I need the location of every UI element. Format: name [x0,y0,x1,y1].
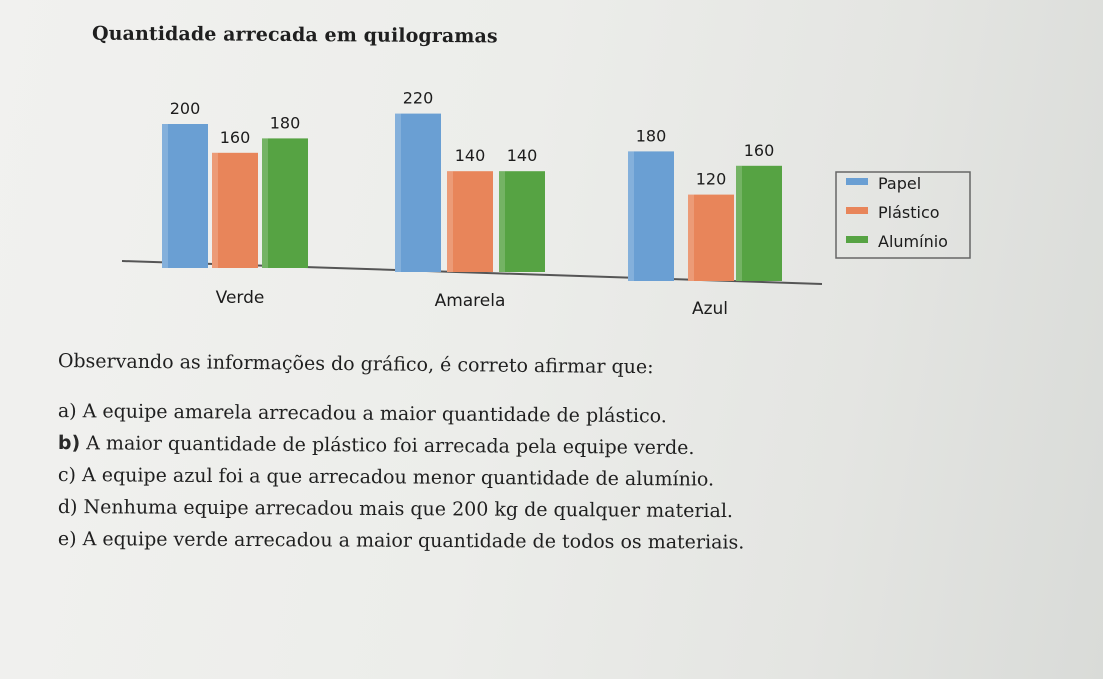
bar-amarela-aluminio [499,171,545,272]
option-b[interactable]: b) A maior quantidade de plástico foi arr… [58,432,695,459]
bar-highlight [688,194,694,281]
bar-azul-papel [628,151,674,281]
data-label: 160 [744,141,775,160]
legend: Papel Plástico Alumínio [835,171,971,259]
option-letter: d) [57,496,78,519]
bar-amarela-plastico [447,171,493,272]
legend-label: Papel [878,174,921,193]
data-label: 140 [455,146,486,165]
bars-layer [121,113,823,285]
option-e[interactable]: e) A equipe verde arrecadou a maior quant… [58,528,744,554]
legend-swatch [846,207,868,214]
option-text: A maior quantidade de plástico foi arrec… [86,432,695,459]
bar-verde-aluminio [262,138,308,268]
option-a[interactable]: a) A equipe amarela arrecadou a maior qua… [58,400,667,427]
option-text: A equipe azul foi a que arrecadou menor … [81,464,715,491]
category-label: Azul [692,299,728,319]
legend-swatch [846,236,868,243]
labels-layer: 200 160 180 Verde 220 140 140 Amarela 180 120 160 A… [170,89,775,319]
legend-label: Plástico [878,203,940,222]
option-letter: e) [57,528,77,551]
option-c[interactable]: c) A equipe azul foi a que arrecadou meno… [58,464,714,491]
legend-box [835,171,971,259]
bar-highlight [262,138,268,268]
data-label: 180 [636,126,667,145]
bar-chart: 200 160 180 Verde 220 140 140 Amarela 180 120 160 A… [121,89,971,319]
category-label: Verde [216,288,265,308]
option-letter: b) [57,432,81,455]
legend-label: Alumínio [878,232,948,251]
data-label: 160 [220,128,251,147]
question-text: Observando as informações do gráfico, é … [57,350,654,379]
data-label: 140 [507,146,538,165]
bar-highlight [395,113,401,272]
bar-highlight [447,171,453,272]
category-label: Amarela [435,291,506,311]
bar-highlight [162,124,168,268]
option-letter: c) [57,464,77,487]
data-label: 220 [403,89,434,108]
option-text: Nenhuma equipe arrecadou mais que 200 kg… [83,496,734,523]
legend-swatch [846,178,868,185]
bar-highlight [736,165,742,281]
option-text: A equipe verde arrecadou a maior quantid… [82,528,745,554]
data-label: 120 [696,170,727,189]
bar-verde-papel [162,124,208,268]
option-text: A equipe amarela arrecadou a maior quant… [82,400,667,428]
option-d[interactable]: d) Nenhuma equipe arrecadou mais que 200 … [58,496,733,522]
bar-highlight [499,171,505,272]
bar-azul-aluminio [736,165,782,281]
option-letter: a) [57,400,77,423]
bar-azul-plastico [688,194,734,281]
bar-highlight [628,151,634,281]
data-label: 200 [170,99,201,118]
bar-verde-plastico [212,152,258,268]
bar-amarela-papel [395,113,441,272]
bar-highlight [212,152,218,268]
data-label: 180 [270,113,301,132]
